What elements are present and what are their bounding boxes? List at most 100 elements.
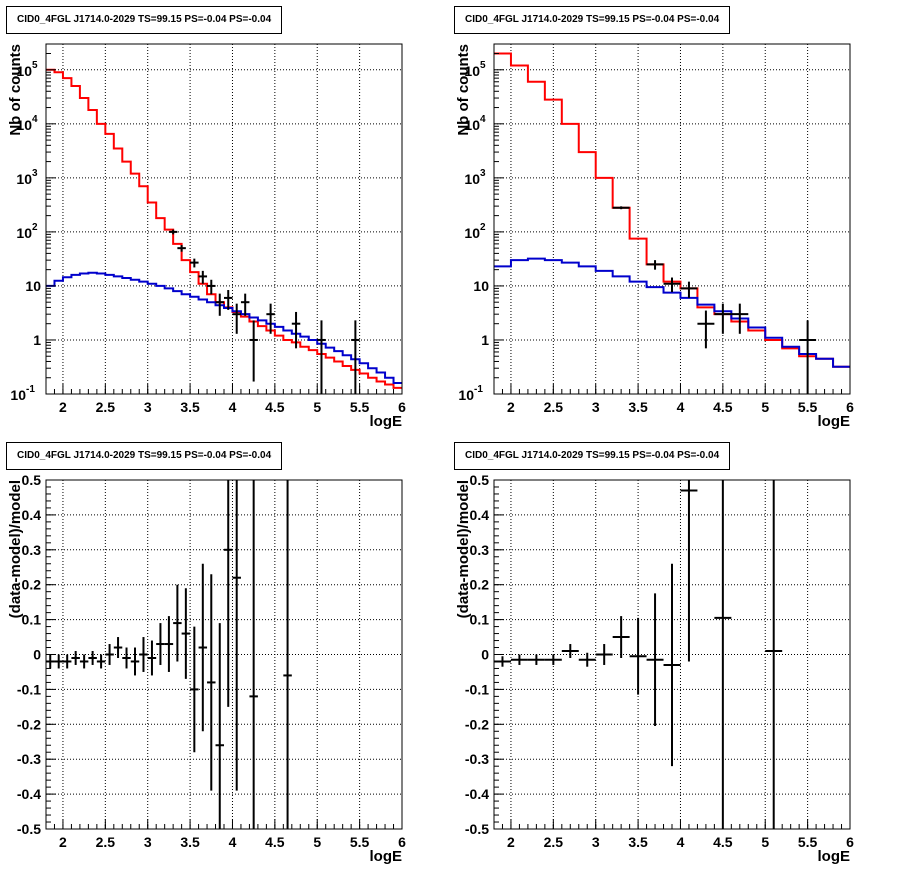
x-tick-label: 5.5 xyxy=(350,834,370,850)
data-point xyxy=(612,206,630,210)
y-tick-label: 10 xyxy=(16,171,32,187)
data-point xyxy=(714,303,732,334)
y-tick-label: 0.1 xyxy=(22,612,42,628)
data-point xyxy=(122,647,131,669)
series-group xyxy=(494,52,850,394)
x-tick-label: 5.5 xyxy=(350,399,370,415)
y-tick-label: 0 xyxy=(33,647,41,663)
y-tick-label: -0.3 xyxy=(465,751,489,767)
pad-title: CID0_4FGL J1714.0-2029 TS=99.15 PS=-0.04… xyxy=(6,442,283,470)
x-tick-label: 3.5 xyxy=(628,399,648,415)
data-point xyxy=(680,480,698,662)
data-point xyxy=(79,654,89,669)
y-tick-exponent: 5 xyxy=(32,60,38,71)
y-tick-label: 0.2 xyxy=(470,577,490,593)
data-point xyxy=(629,617,647,695)
x-tick-label: 4 xyxy=(677,834,685,850)
pad-title: CID0_4FGL J1714.0-2029 TS=99.15 PS=-0.04… xyxy=(454,442,731,470)
data-point xyxy=(232,303,241,334)
x-axis-label: logE xyxy=(818,848,851,865)
x-tick-label: 3 xyxy=(144,834,152,850)
y-tick-label: 10 xyxy=(25,278,41,294)
y-tick-label: 0.1 xyxy=(470,612,490,628)
data-point xyxy=(240,293,250,316)
data-point xyxy=(130,647,140,676)
y-tick-label: -0.2 xyxy=(17,716,41,732)
x-tick-label: 6 xyxy=(398,834,406,850)
x-tick-label: 5 xyxy=(313,834,321,850)
data-point xyxy=(714,480,732,829)
y-axis-label: (data-model)/model xyxy=(455,480,472,618)
x-tick-label: 2 xyxy=(507,834,515,850)
y-tick-label: 10 xyxy=(10,387,26,403)
y-tick-exponent: 4 xyxy=(480,114,486,125)
x-tick-label: 4.5 xyxy=(265,399,285,415)
data-point xyxy=(561,644,579,658)
data-point xyxy=(283,480,292,829)
y-tick-label: -0.5 xyxy=(17,821,41,837)
data-point xyxy=(232,480,241,791)
data-point xyxy=(266,303,275,334)
data-point xyxy=(198,563,208,732)
y-axis-label: (data-model)/model xyxy=(7,480,24,618)
y-tick-exponent: 4 xyxy=(32,114,38,125)
y-tick-label: -0.1 xyxy=(465,681,489,697)
y-tick-label: 0 xyxy=(481,647,489,663)
data-point xyxy=(164,616,174,672)
model-histogram-line xyxy=(494,257,850,368)
pad-title: CID0_4FGL J1714.0-2029 TS=99.15 PS=-0.04… xyxy=(454,6,731,34)
x-tick-label: 5.5 xyxy=(798,834,818,850)
x-tick-label: 6 xyxy=(398,399,406,415)
y-tick-exponent: 2 xyxy=(32,222,38,233)
data-point xyxy=(139,637,148,672)
data-point xyxy=(510,654,528,665)
x-tick-label: 2.5 xyxy=(96,399,116,415)
y-tick-label: -0.1 xyxy=(17,681,41,697)
y-tick-exponent: 5 xyxy=(480,60,486,71)
x-tick-label: 2 xyxy=(59,399,67,415)
y-tick-label: 0.2 xyxy=(22,577,42,593)
data-point xyxy=(544,654,562,665)
x-tick-label: 2 xyxy=(507,399,515,415)
x-tick-label: 5 xyxy=(761,834,769,850)
y-tick-label: -0.2 xyxy=(465,716,489,732)
x-tick-label: 4.5 xyxy=(713,399,733,415)
x-tick-label: 5 xyxy=(313,399,321,415)
series-group xyxy=(46,68,402,394)
x-tick-label: 4 xyxy=(229,834,237,850)
data-point xyxy=(697,310,715,349)
data-point xyxy=(207,279,216,295)
x-tick-label: 4 xyxy=(677,399,685,415)
data-point xyxy=(177,245,186,252)
y-tick-label: 0.3 xyxy=(22,542,42,558)
x-tick-label: 2.5 xyxy=(544,834,564,850)
data-point xyxy=(215,293,224,316)
y-axis-label: Nb of counts xyxy=(7,44,24,136)
data-point xyxy=(663,563,681,767)
data-point xyxy=(96,654,106,669)
x-axis-label: logE xyxy=(370,413,403,430)
model-histogram-line xyxy=(46,271,402,384)
x-tick-label: 3.5 xyxy=(628,834,648,850)
series-group xyxy=(46,480,292,829)
data-point xyxy=(249,480,258,829)
data-point xyxy=(198,270,208,284)
plot-area xyxy=(494,44,850,394)
data-point xyxy=(291,311,301,349)
x-tick-label: 2 xyxy=(59,834,67,850)
y-tick-exponent: 3 xyxy=(32,168,38,179)
data-point xyxy=(190,626,199,753)
y-tick-label: 10 xyxy=(16,63,32,79)
y-tick-label: 10 xyxy=(464,225,480,241)
data-point xyxy=(646,593,664,727)
x-axis-label: logE xyxy=(370,848,403,865)
x-tick-label: 3 xyxy=(592,399,600,415)
data-point xyxy=(181,588,191,679)
x-tick-label: 6 xyxy=(846,399,854,415)
x-tick-label: 6 xyxy=(846,834,854,850)
y-tick-label: -0.4 xyxy=(17,786,41,802)
data-point xyxy=(249,320,258,382)
data-point xyxy=(646,260,664,270)
data-point xyxy=(595,644,613,665)
data-point xyxy=(765,480,783,829)
